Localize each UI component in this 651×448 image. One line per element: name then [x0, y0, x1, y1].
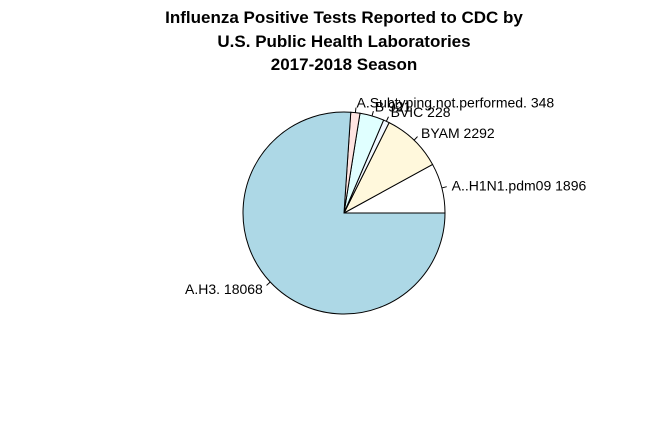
pie-slices: [242, 111, 446, 315]
chart-title-line-2: U.S. Public Health Laboratories: [217, 32, 470, 51]
pie-slice-label-4: A.Subtyping.not.performed. 348: [357, 95, 555, 111]
pie-label-tick-3: [371, 110, 374, 117]
pie-label-tick-5: [266, 281, 271, 286]
pie-slice-label-5: A.H3. 18068: [185, 281, 263, 297]
pie-slice-label-2: BVIC 228: [391, 104, 451, 120]
pie-slice-label-1: BYAM 2292: [421, 125, 495, 141]
pie-slice-5: [242, 111, 446, 315]
chart-title-line-1: Influenza Positive Tests Reported to CDC…: [165, 8, 523, 27]
pie-label-tick-2: [385, 116, 389, 122]
pie-slice-label-0: A..H1N1.pdm09 1896: [452, 177, 587, 193]
chart-title-line-3: 2017-2018 Season: [271, 55, 418, 74]
pie-slice-label-3: B 921: [375, 98, 412, 114]
pie-label-tick-0: [441, 186, 447, 189]
pie-label-tick-1: [413, 136, 418, 141]
pie-label-tick-4: [354, 107, 357, 113]
